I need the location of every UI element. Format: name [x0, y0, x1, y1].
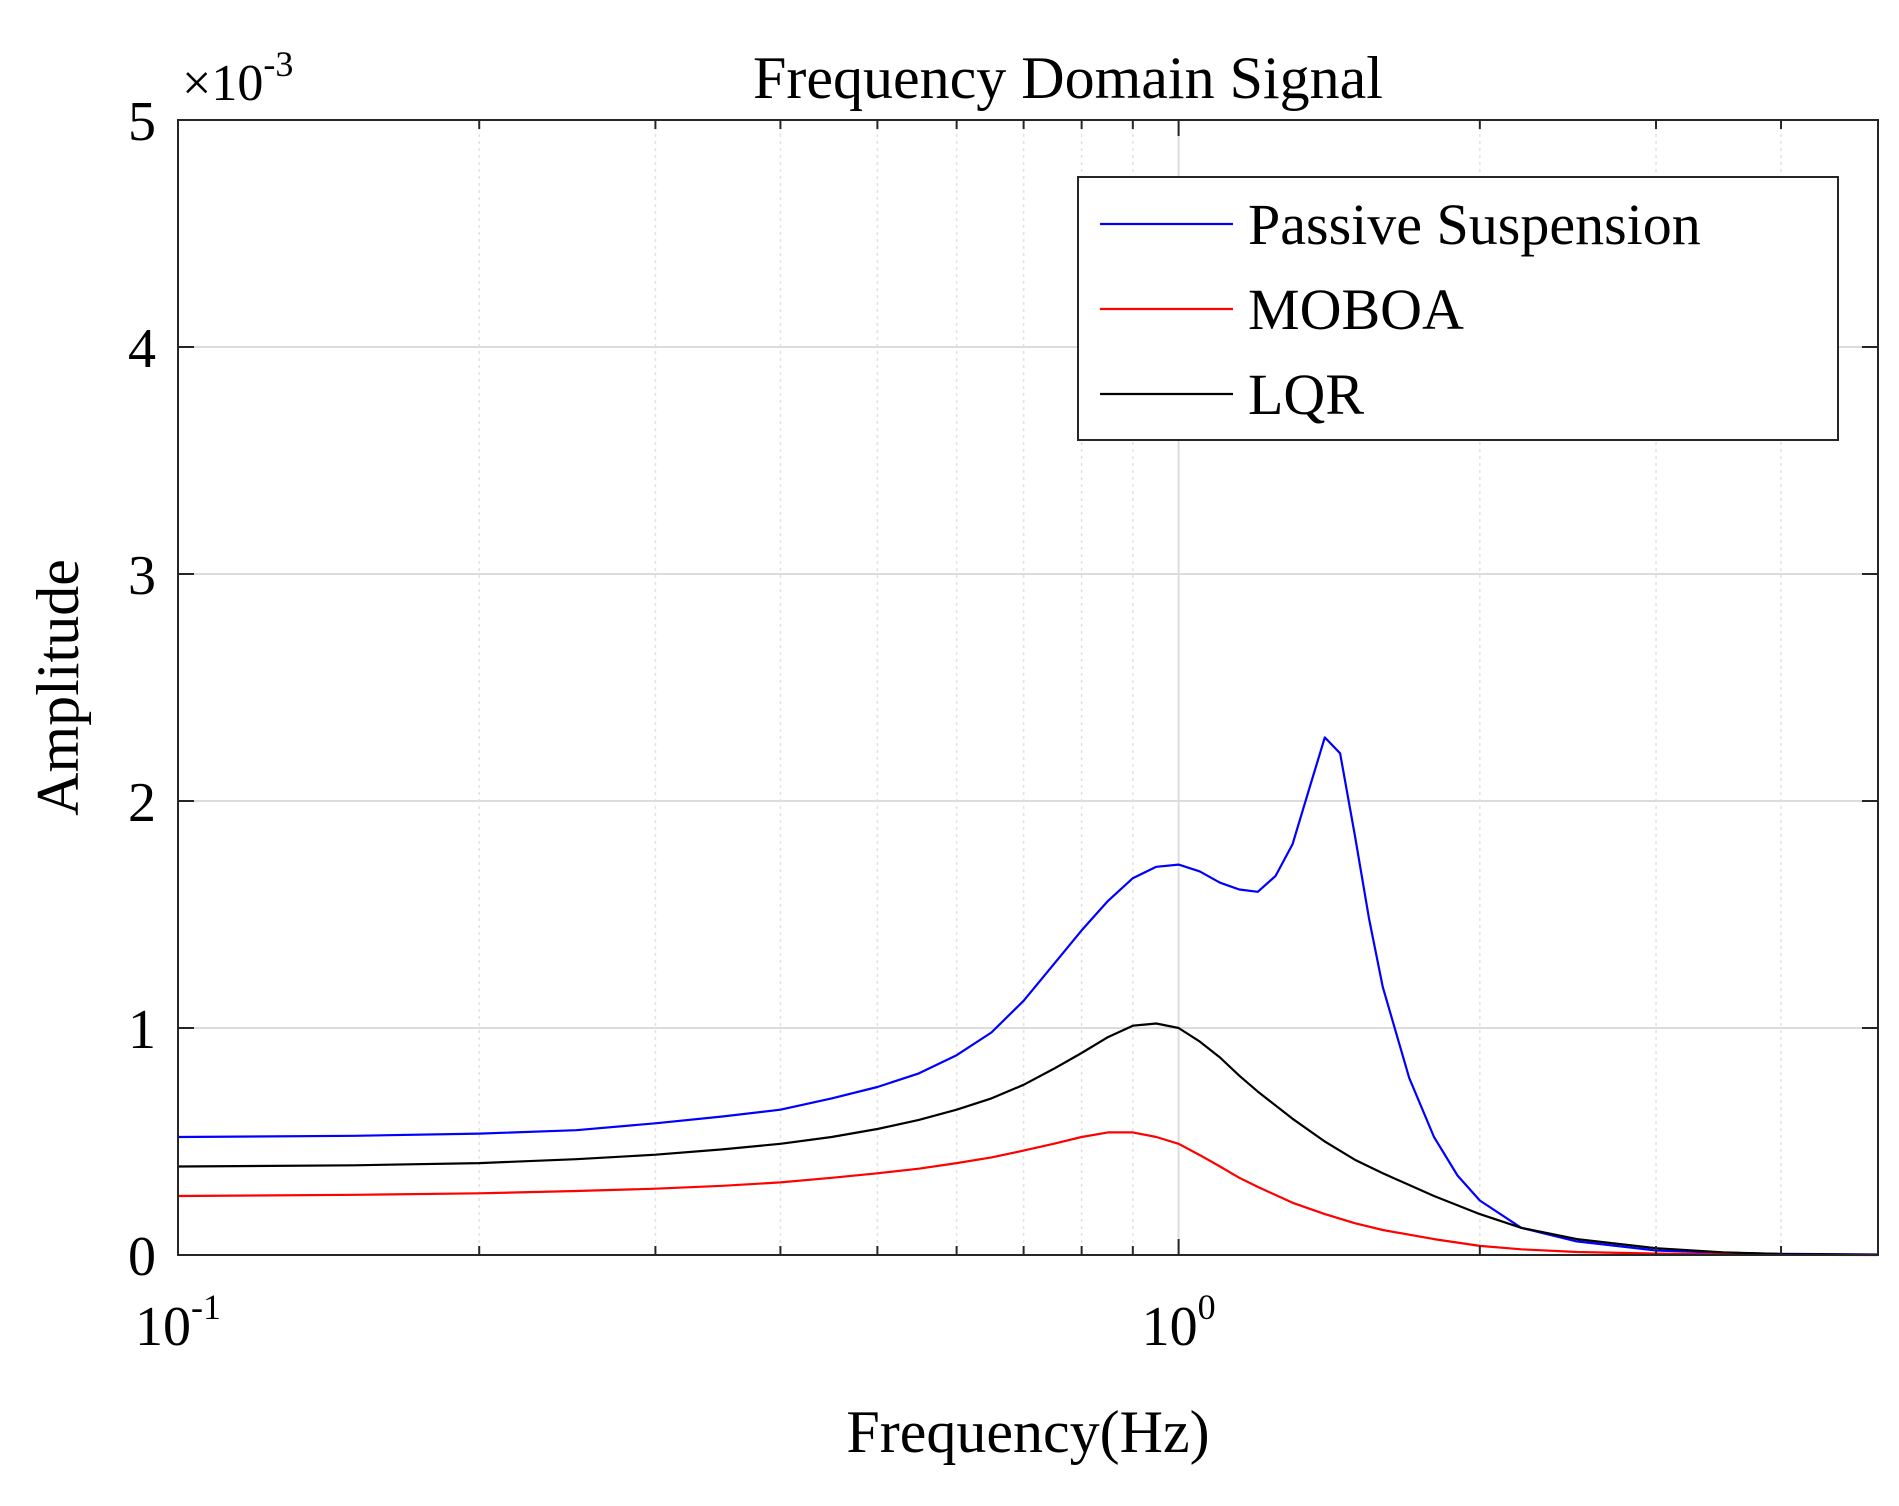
- y-axis-multiplier: ×10-3: [182, 44, 293, 112]
- legend: Passive Suspension MOBOA LQR: [1077, 176, 1839, 441]
- x-tick-base: 10: [135, 1296, 191, 1358]
- plot-frame: [177, 119, 1879, 1256]
- y-tick-label: 3: [128, 545, 156, 607]
- x-tick-label: 100: [1142, 1287, 1216, 1358]
- x-tick-exponent: 0: [1198, 1287, 1216, 1327]
- legend-label: MOBOA: [1248, 277, 1464, 342]
- legend-label: LQR: [1248, 362, 1364, 427]
- chart-title: Frequency Domain Signal: [753, 45, 1383, 111]
- y-tick-label: 0: [128, 1226, 156, 1288]
- y-tick-label: 1: [128, 999, 156, 1061]
- y-multiplier-exponent: -3: [263, 44, 293, 84]
- series-line-moboa: [177, 1131, 1879, 1257]
- y-multiplier-prefix: ×: [182, 55, 211, 112]
- series-layer: [177, 736, 1879, 1257]
- y-multiplier-base: 10: [211, 55, 263, 112]
- x-axis-label: Frequency(Hz): [846, 1399, 1209, 1465]
- x-tick-base: 10: [1142, 1296, 1198, 1358]
- series-line-lqr: [177, 1022, 1879, 1256]
- y-tick-label: 5: [128, 91, 156, 153]
- legend-label: Passive Suspension: [1248, 192, 1701, 257]
- y-tick-label: 4: [128, 318, 156, 380]
- y-tick-label: 2: [128, 772, 156, 834]
- y-axis-label: Amplitude: [25, 559, 91, 816]
- series-line-passive-suspension: [177, 736, 1879, 1256]
- x-tick-label: 10-1: [135, 1287, 221, 1358]
- x-tick-exponent: -1: [191, 1287, 221, 1327]
